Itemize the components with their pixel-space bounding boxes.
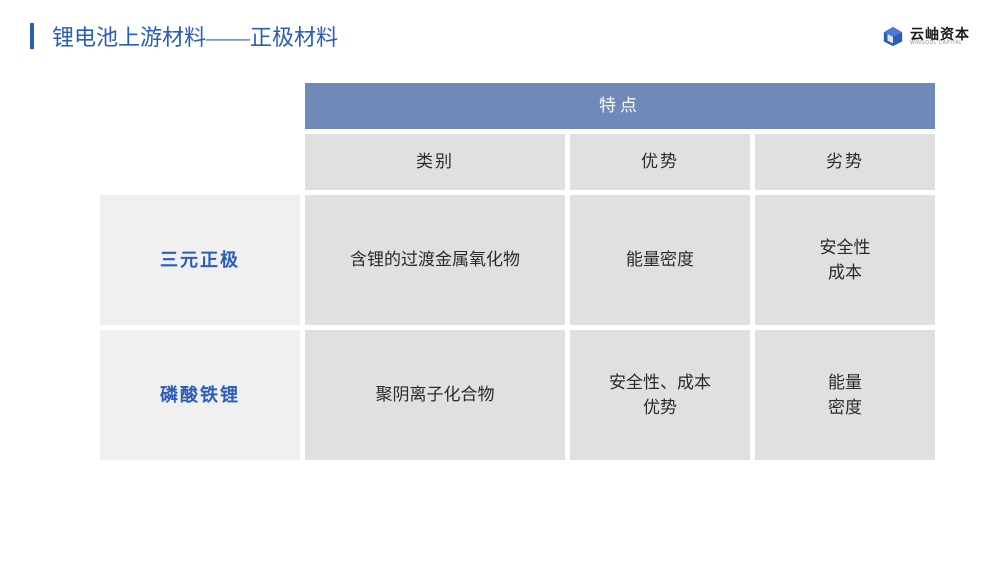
title-block: 锂电池上游材料——正极材料	[30, 20, 338, 52]
cell-ternary-disadvantage: 安全性 成本	[755, 195, 935, 325]
logo-text-block: 云岫资本 WINSOUL CAPITAL	[910, 27, 970, 46]
slide-title: 锂电池上游材料——正极材料	[52, 20, 338, 52]
subheader-advantage: 优势	[570, 134, 750, 190]
row-label-lfp: 磷酸铁锂	[100, 330, 300, 460]
logo-sub-text: WINSOUL CAPITAL	[910, 41, 970, 46]
slide-header: 锂电池上游材料——正极材料 云岫资本 WINSOUL CAPITAL	[30, 20, 970, 52]
cell-ternary-advantage: 能量密度	[570, 195, 750, 325]
table-grid: 特点 类别 优势 劣势 三元正极 含锂的过渡金属氧化物 能量密度 安全性 成本 …	[100, 83, 920, 460]
brand-logo: 云岫资本 WINSOUL CAPITAL	[882, 25, 970, 47]
title-accent-bar	[30, 23, 34, 49]
logo-main-text: 云岫资本	[910, 27, 970, 41]
logo-icon	[882, 25, 904, 47]
cell-lfp-advantage: 安全性、成本 优势	[570, 330, 750, 460]
cell-lfp-disadvantage: 能量 密度	[755, 330, 935, 460]
subheader-category: 类别	[305, 134, 565, 190]
empty-cell	[100, 83, 300, 129]
empty-cell	[100, 134, 300, 190]
subheader-disadvantage: 劣势	[755, 134, 935, 190]
cell-ternary-category: 含锂的过渡金属氧化物	[305, 195, 565, 325]
table-header-merged: 特点	[305, 83, 935, 129]
row-label-ternary: 三元正极	[100, 195, 300, 325]
cell-lfp-category: 聚阴离子化合物	[305, 330, 565, 460]
comparison-table: 特点 类别 优势 劣势 三元正极 含锂的过渡金属氧化物 能量密度 安全性 成本 …	[100, 83, 920, 460]
